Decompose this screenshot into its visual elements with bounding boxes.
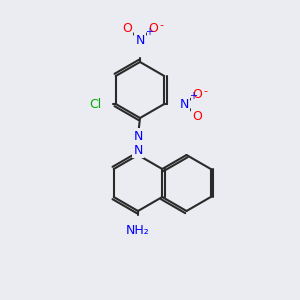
Text: NH₂: NH₂ <box>126 224 150 238</box>
Text: O: O <box>192 88 202 100</box>
Text: +: + <box>145 27 153 37</box>
Text: O: O <box>148 22 158 34</box>
Text: N: N <box>180 98 189 110</box>
Text: -: - <box>203 86 207 96</box>
Text: Cl: Cl <box>90 98 102 110</box>
Text: N: N <box>133 143 143 157</box>
Text: -: - <box>159 20 163 30</box>
Text: N: N <box>133 130 143 142</box>
Text: O: O <box>192 110 202 122</box>
Text: O: O <box>122 22 132 34</box>
Text: +: + <box>189 91 197 101</box>
Text: N: N <box>135 34 145 46</box>
